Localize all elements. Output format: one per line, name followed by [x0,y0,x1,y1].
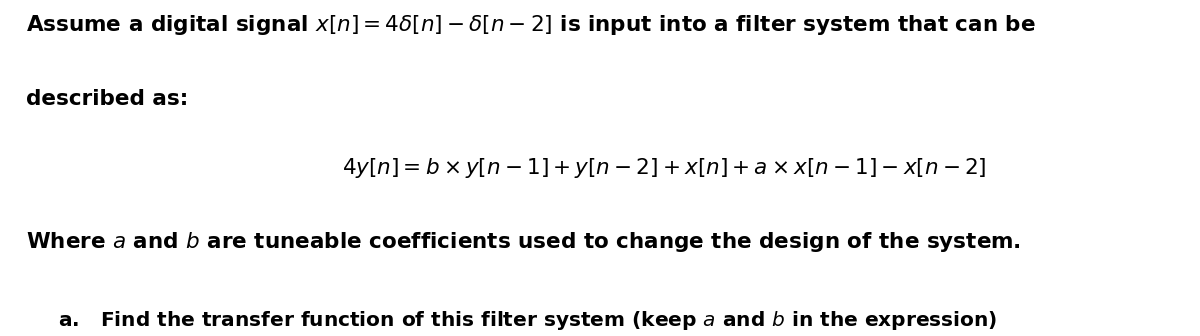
Text: a.   Find the transfer function of this filter system (keep $a$ and $b$ in the e: a. Find the transfer function of this fi… [58,309,997,332]
Text: described as:: described as: [26,89,188,109]
Text: $4y[n] = b \times y[n-1] + y[n-2] + x[n] + a \times x[n-1] - x[n-2]$: $4y[n] = b \times y[n-1] + y[n-2] + x[n]… [342,156,986,180]
Text: Assume a digital signal $x[n] = 4\delta[n] - \delta[n-2]$ is input into a filter: Assume a digital signal $x[n] = 4\delta[… [26,13,1037,37]
Text: Where $a$ and $b$ are tuneable coefficients used to change the design of the sys: Where $a$ and $b$ are tuneable coefficie… [26,230,1021,254]
